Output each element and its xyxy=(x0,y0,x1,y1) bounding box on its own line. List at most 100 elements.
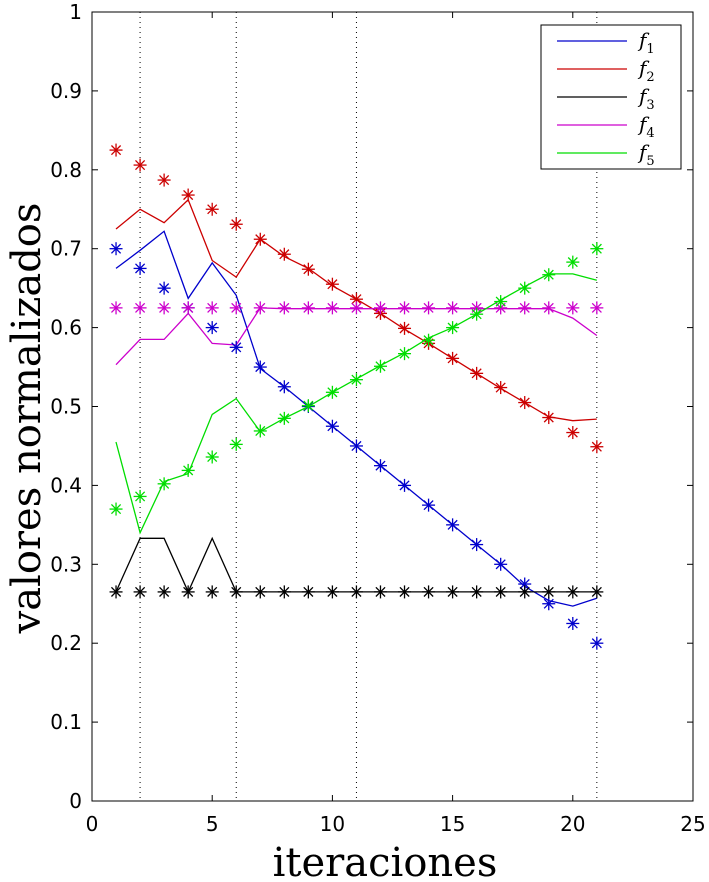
data-point-f5 xyxy=(157,477,171,491)
marker-stroke xyxy=(423,302,434,313)
marker-stroke xyxy=(207,204,218,215)
marker-stroke xyxy=(447,519,458,530)
marker-stroke xyxy=(375,361,386,372)
data-point-f4 xyxy=(133,301,147,315)
data-point-f2 xyxy=(157,173,171,187)
marker-stroke xyxy=(495,382,506,393)
data-point-f5 xyxy=(229,437,243,451)
marker-stroke xyxy=(399,586,410,597)
series-line-f4 xyxy=(115,307,598,366)
data-point-f3 xyxy=(470,585,484,599)
y-tick-label: 0.2 xyxy=(50,631,82,655)
marker-stroke xyxy=(135,263,146,274)
marker-stroke xyxy=(303,400,314,411)
marker-stroke xyxy=(471,368,482,379)
data-point-f3 xyxy=(422,585,436,599)
y-tick-label: 0.6 xyxy=(50,316,82,340)
data-point-f1 xyxy=(566,616,580,630)
marker-stroke xyxy=(591,638,602,649)
marker-stroke xyxy=(279,302,290,313)
marker-stroke xyxy=(159,175,170,186)
data-point-f3 xyxy=(566,585,580,599)
x-tick-label: 15 xyxy=(440,812,465,836)
data-point-f5 xyxy=(301,399,315,413)
marker-stroke xyxy=(183,586,194,597)
data-point-f2 xyxy=(518,396,532,410)
marker-stroke xyxy=(110,586,122,597)
marker-stroke xyxy=(399,348,410,359)
marker-stroke xyxy=(327,302,338,313)
marker-stroke xyxy=(447,322,458,333)
y-tick-label: 0.8 xyxy=(50,158,82,182)
data-point-f3 xyxy=(518,585,532,599)
marker-stroke xyxy=(399,323,410,334)
data-point-f4 xyxy=(301,301,315,315)
marker-stroke xyxy=(231,219,242,230)
data-point-f5 xyxy=(398,347,412,361)
data-point-f3 xyxy=(590,585,604,599)
marker-stroke xyxy=(351,440,362,452)
data-point-f5 xyxy=(325,385,339,399)
marker-stroke xyxy=(231,302,242,313)
data-point-f1 xyxy=(277,380,291,394)
data-point-f4 xyxy=(518,301,532,315)
marker-stroke xyxy=(567,618,578,629)
marker-stroke xyxy=(591,302,602,313)
y-tick-label: 0 xyxy=(69,789,82,813)
data-point-f3 xyxy=(205,585,219,599)
marker-stroke xyxy=(423,586,434,597)
data-point-f3 xyxy=(325,585,339,599)
data-point-f2 xyxy=(542,411,556,425)
data-point-f5 xyxy=(422,333,436,347)
marker-stroke xyxy=(110,504,122,515)
marker-stroke xyxy=(159,478,170,489)
data-point-f3 xyxy=(181,585,195,599)
y-axis: 0 0.1 0.2 0.3 0.4 0.5 0.6 0.7 0.8 0.9 1 xyxy=(50,0,693,813)
data-point-f5 xyxy=(277,411,291,425)
x-tick-label: 25 xyxy=(680,812,705,836)
data-point-f5 xyxy=(566,255,580,269)
marker-stroke xyxy=(399,480,410,491)
marker-stroke xyxy=(110,243,122,254)
data-point-f2 xyxy=(301,262,315,276)
marker-stroke xyxy=(183,189,194,201)
data-point-f3 xyxy=(398,585,412,599)
marker-stroke xyxy=(135,160,146,171)
marker-stroke xyxy=(255,302,266,313)
marker-stroke xyxy=(110,302,122,313)
marker-stroke xyxy=(279,586,290,597)
y-tick-label: 0.9 xyxy=(50,79,82,103)
marker-stroke xyxy=(159,283,170,294)
marker-stroke xyxy=(231,586,242,597)
marker-stroke xyxy=(471,309,482,320)
data-point-f1 xyxy=(470,538,484,552)
data-point-f5 xyxy=(542,268,556,282)
marker-stroke xyxy=(183,465,194,476)
data-point-f2 xyxy=(205,202,219,216)
data-point-f1 xyxy=(109,242,123,256)
marker-stroke xyxy=(591,441,602,452)
data-point-f4 xyxy=(349,301,363,315)
marker-stroke xyxy=(591,586,602,597)
marker-stroke xyxy=(110,145,122,156)
marker-stroke xyxy=(135,586,146,597)
marker-stroke xyxy=(399,302,410,313)
y-axis-title: valores normalizados xyxy=(4,203,50,635)
marker-stroke xyxy=(159,586,170,597)
y-tick-label: 0.3 xyxy=(50,552,82,576)
data-point-f3 xyxy=(253,585,267,599)
marker-stroke xyxy=(303,264,314,275)
data-point-f4 xyxy=(205,301,219,315)
data-point-f3 xyxy=(494,585,508,599)
marker-stroke xyxy=(279,381,290,392)
marker-stroke xyxy=(327,387,338,398)
data-point-f4 xyxy=(542,301,556,315)
marker-stroke xyxy=(255,234,266,245)
data-point-f3 xyxy=(277,585,291,599)
marker-stroke xyxy=(279,249,290,260)
data-point-f1 xyxy=(133,261,147,275)
marker-stroke xyxy=(135,302,146,313)
data-point-f4 xyxy=(446,301,460,315)
x-tick-label: 0 xyxy=(86,812,99,836)
marker-stroke xyxy=(495,586,506,597)
